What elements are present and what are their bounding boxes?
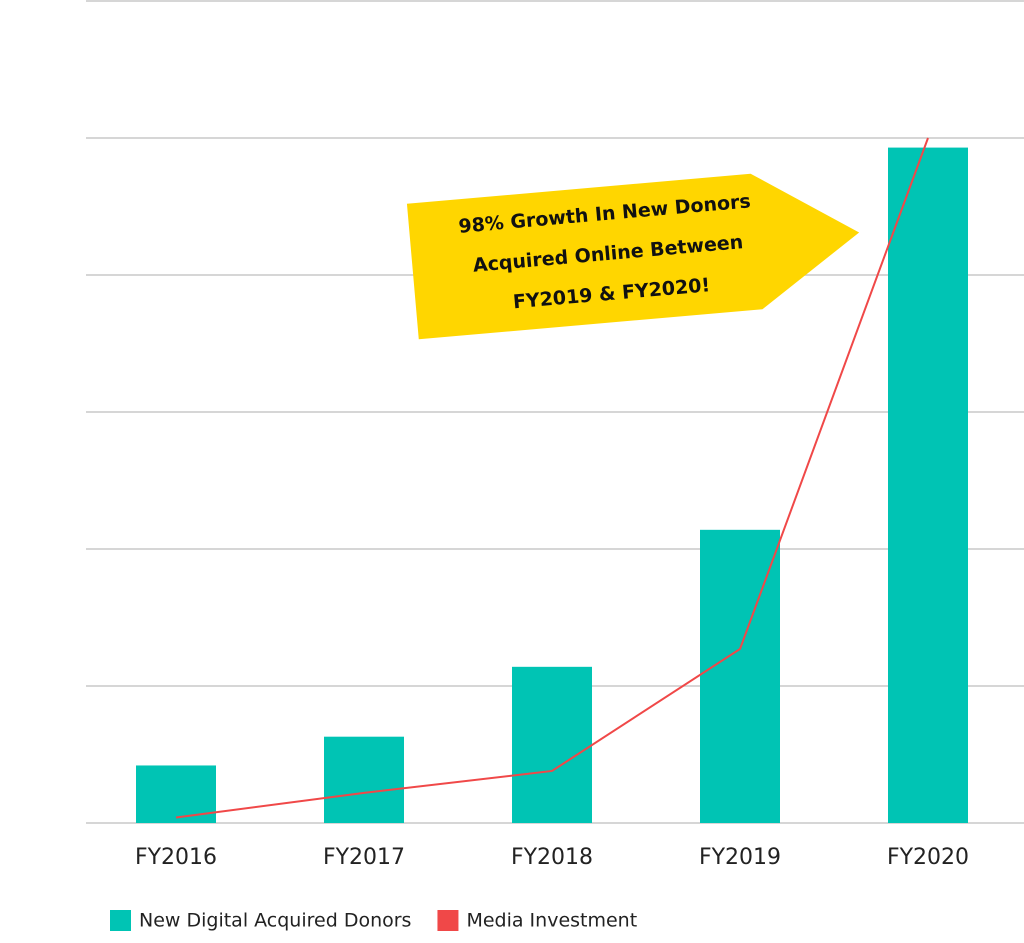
- x-tick-label: FY2016: [135, 845, 217, 870]
- x-tick-label: FY2018: [511, 845, 593, 870]
- bar: [512, 666, 592, 823]
- annotation: 98% Growth In New Donors Acquired Online…: [406, 173, 860, 340]
- bar: [324, 736, 404, 823]
- x-tick-label: FY2017: [323, 845, 405, 870]
- legend-swatch: [110, 910, 131, 931]
- legend-label: New Digital Acquired Donors: [139, 910, 411, 932]
- legend-swatch: [437, 910, 459, 931]
- bar: [888, 147, 968, 824]
- legend-label: Media Investment: [466, 910, 637, 932]
- x-tick-label: FY2019: [699, 845, 781, 870]
- x-tick-label: FY2020: [887, 845, 969, 870]
- line: [175, 137, 929, 819]
- annotation-arrow: [406, 173, 860, 340]
